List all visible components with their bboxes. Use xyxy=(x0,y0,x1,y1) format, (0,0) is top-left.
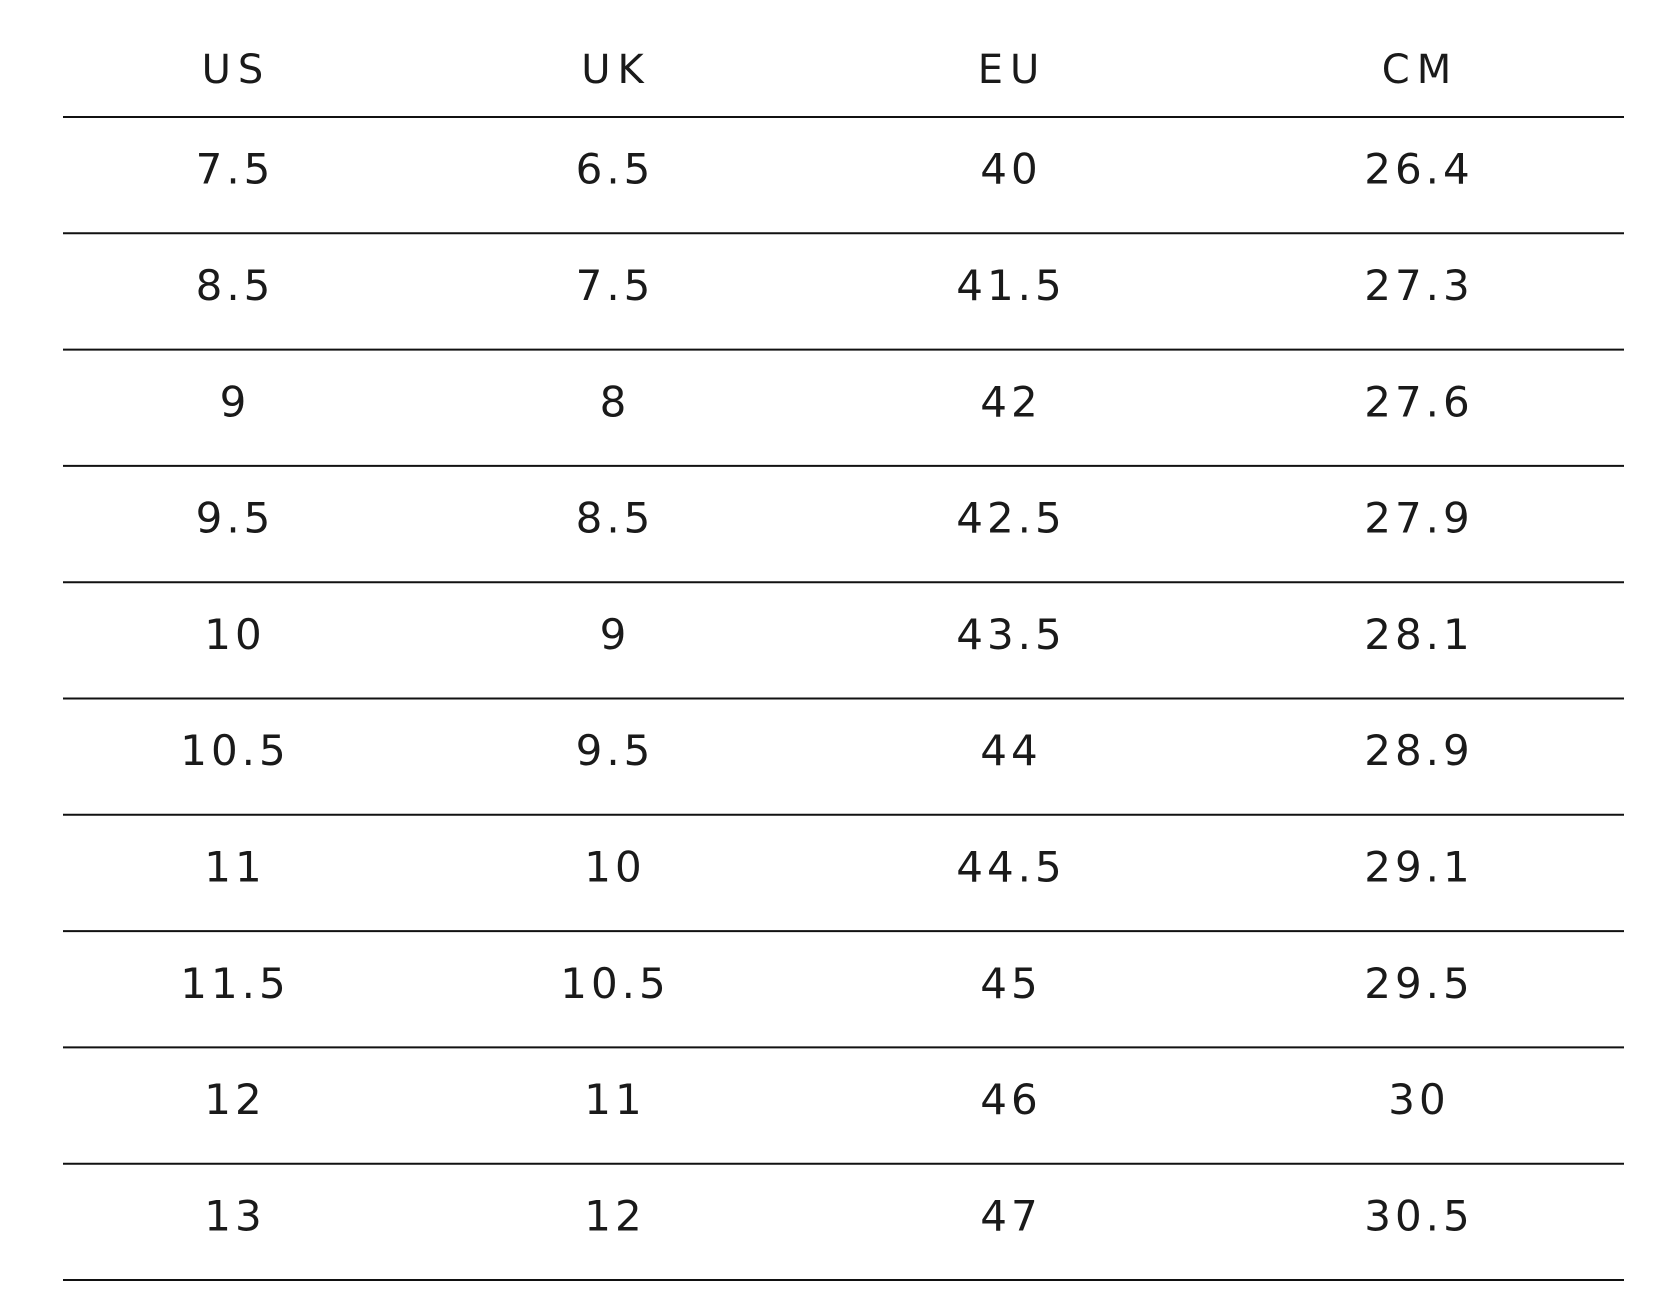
table-cell: 9 xyxy=(220,377,251,426)
table-cell: 29.1 xyxy=(1364,842,1474,891)
table-cell: 8.5 xyxy=(576,494,655,543)
table-cell: 44 xyxy=(980,726,1041,775)
table-cell: 8 xyxy=(600,377,631,426)
table-cell: 27.3 xyxy=(1364,261,1474,310)
table-cell: 45 xyxy=(980,959,1041,1008)
table-cell: 9.5 xyxy=(576,726,655,775)
table-cell: 10 xyxy=(584,842,645,891)
table-cell: 40 xyxy=(980,145,1041,194)
table-cell: 13 xyxy=(204,1191,265,1240)
table-cell: 47 xyxy=(980,1191,1041,1240)
table-cell: 29.5 xyxy=(1364,959,1474,1008)
table-cell: 26.4 xyxy=(1364,145,1474,194)
table-cell: 42 xyxy=(980,377,1041,426)
table-cell: 30.5 xyxy=(1364,1191,1474,1240)
table-cell: 11 xyxy=(204,842,265,891)
table-cell: 7.5 xyxy=(576,261,655,310)
table-cell: 28.9 xyxy=(1364,726,1474,775)
table-cell: 42.5 xyxy=(956,494,1066,543)
table-cell: 43.5 xyxy=(956,610,1066,659)
table-cell: 27.6 xyxy=(1364,377,1474,426)
table-cell: 12 xyxy=(584,1191,645,1240)
table-cell: 28.1 xyxy=(1364,610,1474,659)
table-cell: 10 xyxy=(204,610,265,659)
header-cell: US xyxy=(202,47,271,93)
table-cell: 46 xyxy=(980,1075,1041,1124)
table-cell: 10.5 xyxy=(180,726,290,775)
table-cell: 12 xyxy=(204,1075,265,1124)
table-cell: 27.9 xyxy=(1364,494,1474,543)
table-cell: 44.5 xyxy=(956,842,1066,891)
header-cell: EU xyxy=(978,47,1047,93)
table-cell: 9.5 xyxy=(196,494,275,543)
table-cell: 41.5 xyxy=(956,261,1066,310)
table-cell: 11.5 xyxy=(180,959,290,1008)
header-cell: UK xyxy=(581,47,651,93)
header-cell: CM xyxy=(1382,47,1458,93)
table-cell: 30 xyxy=(1388,1075,1449,1124)
table-cell: 7.5 xyxy=(196,145,275,194)
table-cell: 6.5 xyxy=(576,145,655,194)
table-cell: 10.5 xyxy=(560,959,670,1008)
table-cell: 9 xyxy=(600,610,631,659)
table-cell: 8.5 xyxy=(196,261,275,310)
table-cell: 11 xyxy=(584,1075,645,1124)
